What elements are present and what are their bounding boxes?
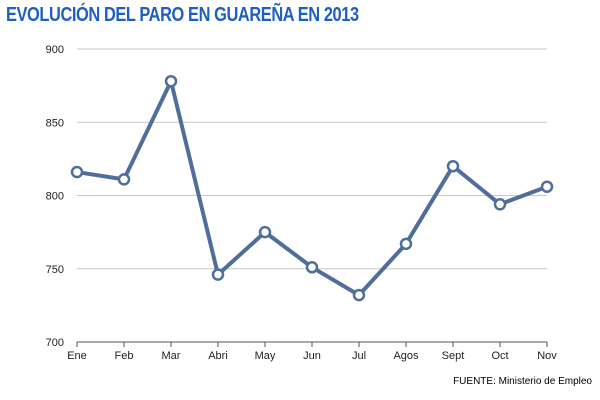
data-point-Sept [446, 159, 460, 173]
data-point-Feb [117, 173, 131, 186]
y-axis-labels: 700 750 800 850 900 [46, 44, 64, 349]
chart-title: EVOLUCIÓN DEL PARO EN GUAREÑA EN 2013 [6, 4, 359, 26]
y-tick-label: 900 [46, 44, 64, 56]
x-tick-label: Jun [303, 350, 321, 362]
x-tick-label: Nov [537, 350, 557, 362]
data-point-May [258, 225, 272, 239]
data-point-Ene [70, 165, 84, 179]
data-points [70, 74, 554, 302]
x-tick-label: Sept [442, 350, 465, 362]
x-tick-label: Feb [115, 350, 134, 362]
x-tick-label: Oct [491, 350, 508, 362]
y-tick-label: 800 [46, 191, 64, 203]
data-point-Oct [493, 198, 507, 211]
data-point-Jun [305, 261, 319, 274]
x-tick-label: Jul [352, 350, 366, 362]
x-tick-label: Abri [208, 350, 228, 362]
data-point-Mar [164, 74, 178, 88]
data-point-Nov [540, 180, 554, 193]
x-tick-label: Ene [67, 350, 87, 362]
source-note: FUENTE: Ministerio de Empleo [453, 376, 592, 387]
y-tick-label: 750 [46, 264, 64, 276]
x-axis: Ene Feb Mar Abri May Jun Jul Agos Sept Oct Nov [67, 341, 557, 362]
data-point-Agos [399, 237, 413, 251]
x-tick-label: Agos [393, 350, 419, 362]
x-tick-label: Mar [162, 350, 181, 362]
y-tick-label: 700 [46, 337, 64, 349]
data-point-Abri [211, 268, 225, 281]
y-tick-label: 850 [46, 117, 64, 129]
data-point-Jul [352, 288, 366, 302]
x-tick-label: May [255, 350, 276, 362]
grid-lines [77, 48, 547, 343]
